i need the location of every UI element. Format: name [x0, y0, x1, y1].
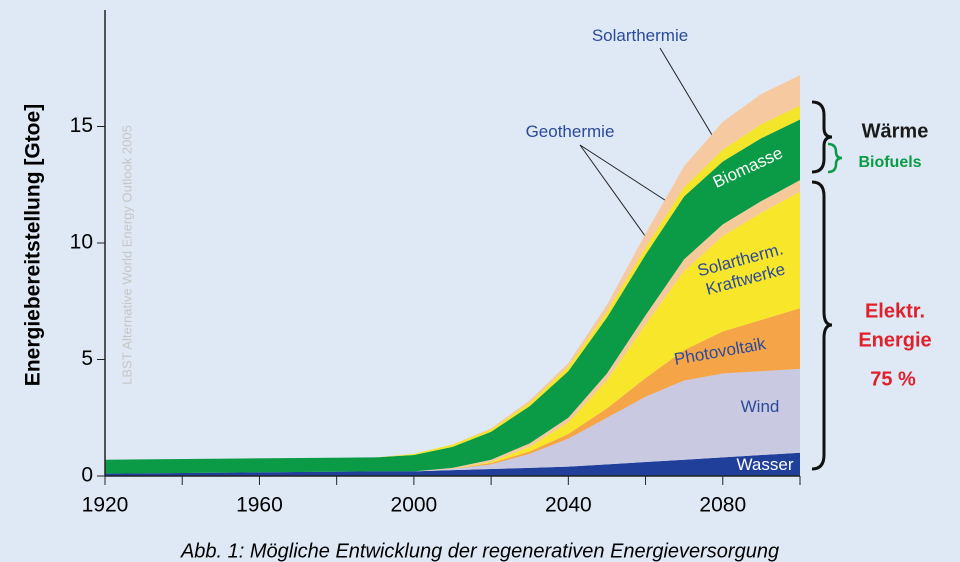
brace-waerme	[811, 100, 833, 174]
y-tick-label: 0	[81, 464, 93, 487]
pointer-geothermie	[579, 144, 649, 241]
share: 75 %	[870, 368, 916, 390]
label-geothermie: Geothermie	[500, 122, 640, 142]
pointer-solarthermie	[659, 47, 719, 146]
area	[105, 368, 800, 474]
x-tick-label: 1920	[82, 494, 129, 517]
label-solarthermie: Solarthermie	[570, 26, 710, 46]
y-axis-label: Energiebereitstellung [Gtoe]	[22, 104, 45, 386]
area	[105, 452, 800, 476]
caption: Abb. 1: Mögliche Entwicklung der regener…	[180, 540, 779, 562]
energie: Energie	[858, 329, 931, 351]
x-tick-label: 2040	[545, 494, 592, 517]
y-tick-label: 15	[70, 114, 93, 137]
watermark: LBST Alternative World Energy Outlook 20…	[119, 125, 134, 385]
y-tick-label: 5	[81, 347, 93, 370]
waerme: Wärme	[862, 120, 929, 142]
y-tick-label: 10	[70, 231, 93, 254]
x-tick-label: 2000	[391, 494, 438, 517]
label-wind: Wind	[740, 397, 780, 416]
area	[105, 191, 800, 474]
biofuels: Biofuels	[858, 154, 921, 171]
x-tick-label: 2080	[699, 494, 746, 517]
elektr: Elektr.	[865, 300, 925, 322]
brace-elektr	[811, 180, 833, 471]
brace-biofuels	[827, 142, 843, 174]
label-wasser: Wasser	[736, 455, 794, 474]
x-tick-label: 1960	[236, 494, 283, 517]
